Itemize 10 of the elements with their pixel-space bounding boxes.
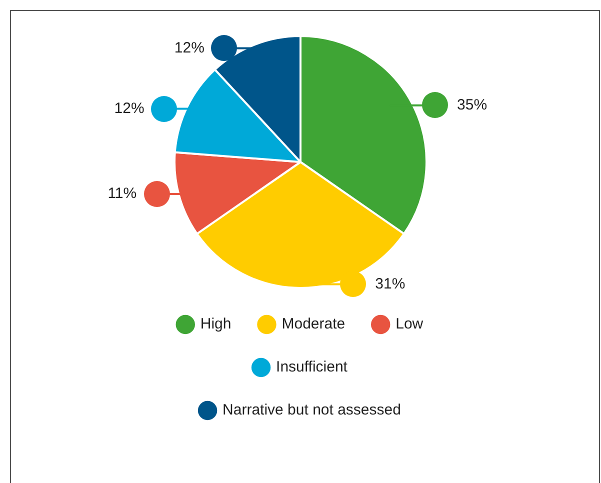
data-label: 12% xyxy=(114,100,144,117)
data-label: 31% xyxy=(375,275,406,292)
data-label: 11% xyxy=(108,185,137,202)
legend-label: Low xyxy=(396,316,424,333)
data-label: 12% xyxy=(174,39,204,56)
legend-label: Narrative but not assessed xyxy=(222,402,401,419)
legend-label: High xyxy=(200,316,232,333)
legend-label: Moderate xyxy=(282,316,346,333)
data-label: 35% xyxy=(457,96,488,114)
legend-label: Insufficient xyxy=(276,358,348,376)
